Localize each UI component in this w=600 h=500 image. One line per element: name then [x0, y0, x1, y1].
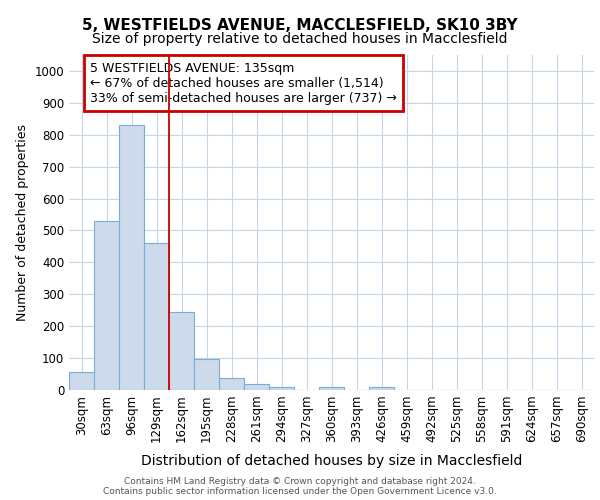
Bar [169, 312, 194, 390]
Text: Size of property relative to detached houses in Macclesfield: Size of property relative to detached ho… [92, 32, 508, 46]
Bar [69, 372, 94, 390]
Text: 5, WESTFIELDS AVENUE, MACCLESFIELD, SK10 3BY: 5, WESTFIELDS AVENUE, MACCLESFIELD, SK10… [82, 18, 518, 32]
Bar [144, 243, 169, 390]
Bar [219, 378, 244, 390]
Bar [319, 387, 344, 390]
Text: 5 WESTFIELDS AVENUE: 135sqm
← 67% of detached houses are smaller (1,514)
33% of : 5 WESTFIELDS AVENUE: 135sqm ← 67% of det… [90, 62, 397, 104]
Bar [194, 358, 219, 390]
Bar [119, 125, 144, 390]
X-axis label: Distribution of detached houses by size in Macclesfield: Distribution of detached houses by size … [141, 454, 522, 468]
Bar [244, 384, 269, 390]
Bar [94, 221, 119, 390]
Text: Contains HM Land Registry data © Crown copyright and database right 2024.: Contains HM Land Registry data © Crown c… [124, 477, 476, 486]
Bar [369, 387, 394, 390]
Text: Contains public sector information licensed under the Open Government Licence v3: Contains public sector information licen… [103, 487, 497, 496]
Y-axis label: Number of detached properties: Number of detached properties [16, 124, 29, 321]
Bar [269, 387, 294, 390]
